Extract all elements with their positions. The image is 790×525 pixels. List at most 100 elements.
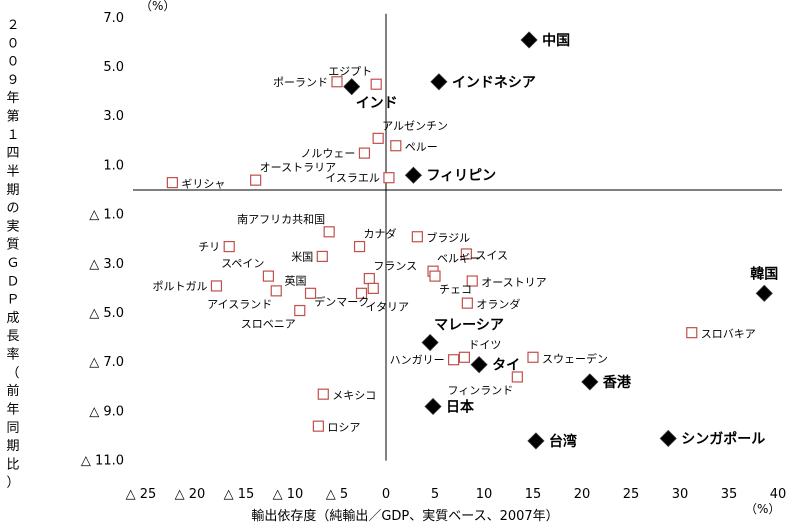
- square-point: [372, 132, 384, 144]
- diamond-point: [581, 373, 599, 391]
- point-label: アルゼンチン: [382, 119, 448, 132]
- point-label: ドイツ: [468, 338, 501, 351]
- point-label: 南アフリカ共和国: [237, 213, 325, 226]
- y-axis-title-char: Ｄ: [6, 274, 19, 289]
- y-axis-title-char: 四: [6, 146, 19, 161]
- point-label: 日本: [446, 398, 475, 415]
- point-label: ノルウェー: [300, 147, 355, 160]
- y-axis-title-char: 年: [6, 402, 19, 417]
- diamond-point: [659, 429, 677, 448]
- square-point: [390, 140, 402, 152]
- y-tick-label: 5.0: [103, 60, 124, 75]
- square-point: [294, 304, 306, 317]
- x-tick-label: △ 15: [224, 487, 255, 502]
- y-tick-label: 3.0: [103, 109, 124, 124]
- point-label: フィンランド: [448, 384, 514, 397]
- point-label: メキシコ: [332, 389, 376, 402]
- point-label: スイス: [475, 249, 508, 262]
- square-point: [383, 172, 395, 184]
- y-axis-title-char: 期: [6, 439, 19, 454]
- point-label: イタリア: [366, 300, 410, 313]
- x-tick-label: 40: [770, 487, 787, 502]
- y-axis-title-char: 期: [6, 183, 19, 198]
- square-point: [304, 287, 317, 299]
- point-label: インドネシア: [452, 75, 536, 91]
- y-tick-label: △ 7.0: [89, 355, 124, 370]
- point-label: ベルギー: [437, 252, 481, 265]
- y-tick-label: △ 5.0: [89, 306, 124, 321]
- y-tick-label: 1.0: [103, 158, 124, 173]
- axes: [133, 13, 782, 461]
- point-label: ポルトガル: [152, 280, 207, 293]
- x-tick-label: 20: [574, 487, 591, 502]
- y-tick-label: △ 9.0: [89, 404, 124, 419]
- diamond-point: [755, 284, 773, 302]
- y-tick-label: 7.0: [103, 11, 124, 26]
- point-label: スロバキア: [701, 328, 756, 341]
- square-point: [312, 420, 324, 432]
- y-axis-title-char: 前: [6, 383, 19, 399]
- diamond-point: [424, 397, 442, 416]
- x-tick-label: 5: [431, 487, 439, 502]
- square-point: [367, 282, 379, 294]
- x-axis-unit: （%）: [745, 502, 780, 516]
- diamond-point: [430, 73, 448, 91]
- y-axis-title-char: 同: [6, 421, 19, 436]
- point-label: マレーシア: [434, 318, 504, 334]
- point-label: オーストリア: [481, 276, 546, 289]
- square-point: [262, 270, 274, 282]
- square-point: [686, 327, 698, 339]
- y-tick-label: △ 1.0: [89, 208, 124, 223]
- square-point: [411, 231, 423, 243]
- x-tick-label: △ 25: [126, 487, 157, 502]
- y-axis-title-char: の: [6, 201, 19, 216]
- point-label: タイ: [492, 358, 520, 374]
- point-label: 韓国: [750, 265, 778, 282]
- x-tick-label: 0: [382, 487, 390, 502]
- diamond-point: [421, 333, 439, 352]
- square-point: [223, 240, 235, 253]
- point-label: ペルー: [405, 141, 438, 154]
- y-tick-label: △ 11.0: [81, 454, 124, 469]
- square-point: [355, 287, 368, 299]
- y-axis-title-char: 半: [6, 164, 19, 179]
- square-point: [448, 354, 460, 366]
- point-label: 中国: [542, 32, 570, 49]
- square-point: [210, 280, 223, 292]
- y-axis-title-char: 成: [6, 311, 19, 326]
- y-axis-title-char: ）: [6, 476, 19, 491]
- point-label: フランス: [373, 260, 417, 273]
- x-tick-label: △ 20: [175, 487, 206, 502]
- y-axis-title-char: ９: [6, 73, 19, 88]
- x-tick-label: 15: [525, 487, 542, 502]
- point-label: フィリピン: [426, 168, 496, 184]
- point-label: デンマーク: [314, 294, 369, 308]
- point-label: ハンガリー: [390, 354, 445, 367]
- point-label: シンガポール: [681, 430, 765, 447]
- square-point: [250, 174, 262, 186]
- diamond-point: [343, 78, 361, 96]
- square-point: [511, 371, 523, 383]
- y-tick-labels: 7.0 5.0 3.0 1.0 △ 1.0 △ 3.0 △ 5.0 △ 7.0 △ 9.0 △ 1…: [81, 11, 124, 469]
- data-points: [166, 31, 773, 450]
- diamond-point: [527, 432, 545, 450]
- x-tick-label: △ 10: [273, 487, 304, 502]
- y-tick-label: △ 3.0: [89, 257, 124, 272]
- x-tick-label: 35: [721, 487, 738, 502]
- y-axis-title-char: Ｐ: [6, 293, 19, 308]
- x-tick-label: 30: [672, 487, 689, 502]
- point-label: チェコ: [439, 283, 472, 296]
- square-point: [527, 351, 539, 363]
- y-axis-title-char: １: [6, 128, 19, 143]
- square-point: [270, 285, 282, 297]
- y-axis-title-char: 質: [6, 238, 19, 253]
- point-label: 香港: [602, 374, 632, 391]
- y-axis-title-char: 長: [6, 329, 19, 344]
- square-point: [317, 388, 329, 400]
- square-point: [461, 297, 473, 309]
- point-label: カナダ: [364, 227, 397, 241]
- y-axis-title-char: ０: [6, 36, 19, 51]
